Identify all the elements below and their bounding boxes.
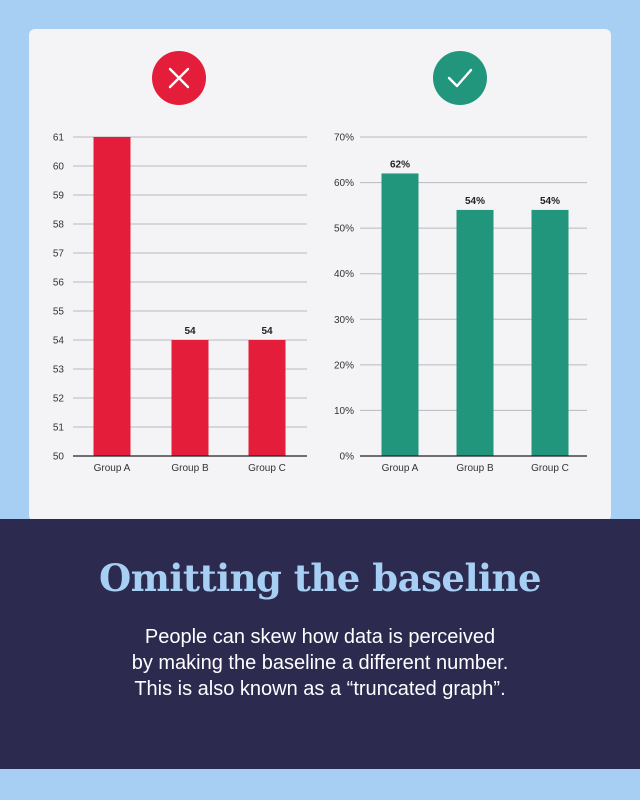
y-tick-label: 60% — [334, 178, 354, 189]
y-tick-label: 58 — [53, 220, 65, 231]
x-tick-label: Group C — [531, 463, 569, 474]
y-tick-label: 0% — [340, 452, 355, 463]
bottom-strip — [0, 769, 640, 800]
y-tick-label: 30% — [334, 315, 354, 326]
y-tick-label: 53 — [53, 365, 65, 376]
y-tick-label: 61 — [53, 133, 65, 144]
y-tick-label: 51 — [53, 423, 65, 434]
bar — [456, 209, 494, 456]
y-tick-label: 20% — [334, 360, 354, 371]
y-tick-label: 59 — [53, 191, 65, 202]
data-label: 62% — [390, 159, 410, 170]
bar — [248, 340, 286, 456]
data-label: 54% — [540, 196, 560, 207]
bar — [171, 340, 209, 456]
data-label: 54 — [261, 326, 273, 337]
bar — [381, 173, 419, 456]
x-tick-label: Group A — [94, 463, 131, 474]
y-tick-label: 60 — [53, 162, 65, 173]
body-line: This is also known as a “truncated graph… — [134, 678, 506, 700]
bar — [531, 209, 569, 456]
y-tick-label: 50 — [53, 452, 65, 463]
x-icon — [168, 67, 190, 89]
x-tick-label: Group B — [171, 463, 209, 474]
y-tick-label: 52 — [53, 394, 65, 405]
y-tick-label: 56 — [53, 278, 65, 289]
y-tick-label: 55 — [53, 307, 65, 318]
data-label: 54% — [465, 196, 485, 207]
body-text: People can skew how data is perceived by… — [60, 624, 580, 702]
correct-badge — [433, 51, 487, 105]
x-tick-label: Group B — [456, 463, 494, 474]
bottom-panel — [0, 519, 640, 769]
y-tick-label: 10% — [334, 406, 354, 417]
checkmark-icon — [447, 68, 473, 88]
y-tick-label: 70% — [334, 133, 354, 144]
body-line: People can skew how data is perceived — [144, 626, 496, 648]
data-label: 54 — [184, 326, 196, 337]
x-tick-label: Group A — [382, 463, 419, 474]
x-tick-label: Group C — [248, 463, 286, 474]
y-tick-label: 54 — [53, 336, 65, 347]
y-tick-label: 57 — [53, 249, 65, 260]
charts-canvas: 50 51 52 53 54 55 56 57 58 59 60 61 Group A 54 Group B… — [53, 133, 587, 474]
y-tick-label: 40% — [334, 269, 354, 280]
headline: Omitting the baseline — [98, 556, 542, 600]
incorrect-badge — [152, 51, 206, 105]
body-line: by making the baseline a different numbe… — [131, 652, 509, 674]
y-tick-label: 50% — [334, 224, 354, 235]
bar — [93, 137, 131, 456]
